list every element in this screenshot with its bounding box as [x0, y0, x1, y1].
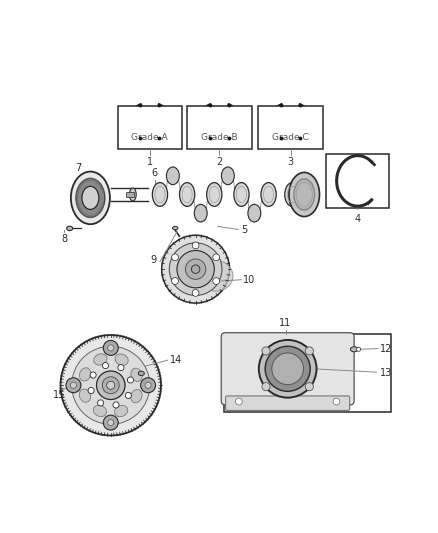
Circle shape: [118, 365, 124, 370]
Ellipse shape: [185, 259, 206, 279]
Text: 10: 10: [243, 275, 255, 285]
Ellipse shape: [71, 172, 110, 224]
Circle shape: [88, 387, 94, 393]
Circle shape: [192, 242, 199, 249]
Ellipse shape: [152, 183, 168, 206]
Circle shape: [113, 402, 119, 408]
Circle shape: [333, 398, 340, 405]
Circle shape: [127, 377, 134, 383]
Ellipse shape: [93, 405, 106, 416]
Ellipse shape: [222, 167, 234, 184]
Circle shape: [103, 415, 118, 430]
Ellipse shape: [261, 183, 276, 206]
Circle shape: [262, 383, 270, 391]
Circle shape: [90, 372, 96, 378]
FancyBboxPatch shape: [117, 106, 182, 149]
Ellipse shape: [207, 183, 222, 206]
Text: 14: 14: [170, 355, 182, 365]
Ellipse shape: [180, 183, 195, 206]
Circle shape: [108, 345, 114, 351]
FancyBboxPatch shape: [226, 396, 350, 410]
Ellipse shape: [115, 354, 128, 365]
Ellipse shape: [131, 390, 142, 403]
Text: 11: 11: [279, 318, 292, 328]
Text: 3: 3: [288, 157, 294, 167]
Text: 13: 13: [380, 368, 392, 378]
Ellipse shape: [115, 406, 128, 417]
Circle shape: [213, 278, 219, 285]
Text: 8: 8: [61, 234, 67, 244]
Text: 4: 4: [355, 214, 361, 224]
Text: 6: 6: [152, 168, 158, 178]
Ellipse shape: [138, 371, 145, 376]
Text: 2: 2: [216, 157, 223, 167]
Ellipse shape: [199, 261, 233, 291]
Ellipse shape: [94, 354, 107, 365]
Circle shape: [98, 400, 104, 406]
Circle shape: [108, 419, 114, 426]
Ellipse shape: [177, 251, 214, 288]
Circle shape: [236, 398, 242, 405]
Ellipse shape: [285, 183, 300, 206]
Circle shape: [305, 383, 314, 391]
Circle shape: [305, 347, 314, 355]
Ellipse shape: [67, 226, 73, 231]
Ellipse shape: [173, 227, 178, 230]
Circle shape: [72, 346, 150, 424]
FancyBboxPatch shape: [224, 334, 391, 411]
Circle shape: [103, 341, 118, 356]
Ellipse shape: [248, 204, 261, 222]
Text: 5: 5: [241, 225, 247, 236]
Text: 12: 12: [380, 344, 392, 353]
Circle shape: [145, 382, 151, 389]
Circle shape: [265, 346, 310, 391]
Bar: [126, 192, 134, 197]
Circle shape: [102, 377, 119, 394]
Ellipse shape: [79, 368, 91, 381]
Text: Grade A: Grade A: [131, 133, 168, 142]
Text: Grade B: Grade B: [201, 133, 238, 142]
Circle shape: [125, 392, 131, 399]
FancyBboxPatch shape: [326, 154, 389, 208]
Circle shape: [259, 340, 317, 398]
Circle shape: [60, 335, 161, 435]
Ellipse shape: [194, 204, 207, 222]
Ellipse shape: [76, 179, 105, 217]
Circle shape: [172, 278, 178, 285]
FancyBboxPatch shape: [187, 106, 251, 149]
Ellipse shape: [350, 347, 358, 352]
Ellipse shape: [79, 389, 91, 402]
Circle shape: [192, 289, 199, 296]
Circle shape: [357, 347, 360, 351]
Ellipse shape: [294, 179, 314, 210]
Ellipse shape: [166, 167, 179, 184]
Text: 1: 1: [147, 157, 153, 167]
FancyBboxPatch shape: [221, 333, 354, 405]
Text: 9: 9: [151, 255, 156, 265]
Ellipse shape: [170, 243, 222, 295]
Ellipse shape: [130, 188, 136, 201]
Circle shape: [107, 381, 115, 389]
Text: Grade C: Grade C: [272, 133, 309, 142]
Circle shape: [172, 254, 178, 261]
Circle shape: [213, 254, 219, 261]
Circle shape: [272, 353, 304, 385]
Circle shape: [66, 378, 81, 393]
Ellipse shape: [234, 183, 249, 206]
Circle shape: [71, 382, 77, 389]
Circle shape: [262, 347, 270, 355]
Ellipse shape: [131, 368, 142, 382]
Ellipse shape: [289, 172, 319, 216]
Circle shape: [141, 378, 155, 393]
Text: 15: 15: [53, 390, 66, 400]
Ellipse shape: [191, 265, 200, 273]
Circle shape: [96, 371, 125, 400]
Ellipse shape: [82, 187, 99, 209]
Ellipse shape: [162, 235, 230, 303]
Text: 7: 7: [75, 163, 81, 173]
Circle shape: [102, 362, 109, 369]
FancyBboxPatch shape: [258, 106, 323, 149]
